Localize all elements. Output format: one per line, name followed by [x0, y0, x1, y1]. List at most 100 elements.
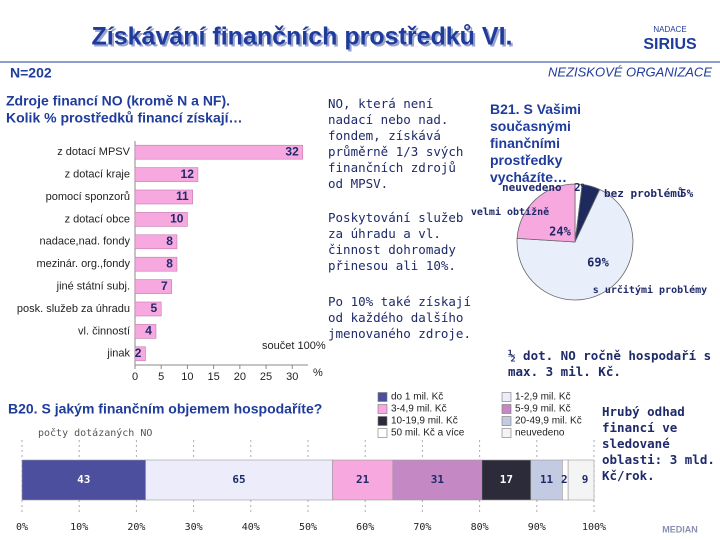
legend-swatch — [501, 428, 512, 438]
x-tick-label: 15 — [208, 371, 220, 383]
value-label: 21 — [356, 473, 370, 486]
x-tick-label: 10 — [181, 371, 193, 383]
value-label: 5 — [151, 301, 158, 315]
x-tick-label: 80% — [471, 522, 489, 533]
bar-segment — [530, 459, 563, 501]
chart-title: Zdroje financí NO (kromě N a NF). — [6, 93, 230, 109]
x-tick-label: 90% — [528, 522, 546, 533]
annotation: součet 100% — [262, 340, 326, 352]
value-label: 4 — [145, 324, 152, 338]
chart-subtitle: počty dotázaných NO — [38, 427, 152, 439]
bar — [134, 346, 146, 362]
slide-title: Získávání finančních prostředků VI. — [92, 23, 513, 51]
y-tick-label: mezinár. org.,fondy — [36, 258, 130, 270]
sample-size: N=202 — [10, 65, 52, 81]
value-label: 32 — [285, 144, 299, 158]
value-label: 7 — [161, 279, 168, 293]
y-tick-label: jinak — [106, 348, 130, 360]
value-label: 2 — [135, 346, 142, 360]
x-tick-label: 60% — [356, 522, 374, 533]
logo-top: NADACE — [653, 25, 686, 34]
legend-swatch — [377, 416, 388, 426]
x-tick-label: 50% — [299, 522, 317, 533]
pie-slice — [516, 183, 576, 243]
value-label: 12 — [181, 167, 195, 181]
chart-subtitle: Kolik % prostředků financí získají… — [6, 110, 243, 126]
bar — [134, 167, 199, 182]
title-shadow: Získávání finančních prostředků VI. — [94, 25, 515, 53]
value-label: 17 — [500, 473, 513, 486]
note: Po 10% také získají od každého dalšího j… — [328, 294, 471, 341]
legend-swatch — [377, 392, 388, 402]
legend-label: 10-19,9 mil. Kč — [391, 416, 458, 427]
legend-swatch — [377, 428, 388, 438]
bar — [134, 212, 188, 227]
bar-segment — [21, 459, 146, 501]
bar — [134, 324, 157, 339]
legend-label: 5-9,9 mil. Kč — [515, 404, 571, 415]
legend-swatch — [501, 404, 512, 414]
segment: NEZISKOVÉ ORGANIZACE — [548, 64, 712, 79]
legend-label: 50 mil. Kč a více — [391, 428, 465, 439]
note: Hrubý odhad financí ve sledované oblasti… — [602, 404, 715, 483]
bar-segment — [145, 459, 333, 501]
slice-label: velmi obtížně — [471, 206, 549, 218]
bar — [134, 144, 304, 160]
x-tick-label: 70% — [413, 522, 431, 533]
bar — [134, 279, 172, 294]
legend-label: 3-4,9 mil. Kč — [391, 404, 447, 415]
bar — [134, 256, 178, 272]
note: NO, která není nadací nebo nad. fondem, … — [328, 96, 464, 191]
x-axis-label: % — [313, 367, 323, 379]
bar-segment — [567, 459, 595, 501]
value-label: 69% — [587, 256, 609, 270]
value-label: 8 — [166, 234, 173, 248]
value-label: 65 — [232, 473, 245, 486]
slice-label: s určitými problémy — [593, 284, 707, 296]
value-label: 31 — [431, 473, 445, 486]
legend-label: 1-2,9 mil. Kč — [515, 392, 571, 403]
value-label: 5% — [680, 187, 694, 200]
value-label: 10 — [170, 212, 184, 226]
x-tick-label: 0% — [16, 522, 28, 533]
slice-label: bez problémů — [604, 187, 683, 200]
value-label: 11 — [176, 189, 189, 203]
value-label: 9 — [582, 473, 589, 486]
x-tick-label: 20% — [127, 522, 145, 533]
value-label: 2% — [574, 181, 588, 194]
bar — [134, 189, 193, 205]
chart-title: B21. S Vašimi současnými finančními prostře… — [490, 101, 581, 185]
y-tick-label: pomocí sponzorů — [46, 191, 130, 203]
x-tick-label: 40% — [242, 522, 260, 533]
x-tick-label: 20 — [234, 371, 246, 383]
bar-segment — [481, 459, 532, 501]
legend-swatch — [501, 392, 512, 402]
y-tick-label: vl. činností — [78, 325, 130, 337]
legend-label: 20-49,9 mil. Kč — [515, 416, 582, 427]
y-tick-label: z dotací obce — [65, 213, 130, 225]
y-tick-label: z dotací kraje — [65, 169, 130, 181]
x-tick-label: 0 — [132, 371, 138, 383]
x-tick-label: 30 — [286, 371, 298, 383]
x-tick-label: 100% — [582, 522, 606, 533]
logo: SIRIUS — [643, 36, 697, 53]
x-tick-label: 25 — [260, 371, 272, 383]
legend-label: do 1 mil. Kč — [391, 392, 443, 403]
bar-segment — [392, 459, 483, 501]
y-tick-label: nadace,nad. fondy — [39, 236, 130, 248]
y-tick-label: jiné státní subj. — [56, 281, 130, 293]
chart-title: B20. S jakým finančním objemem hospodaří… — [8, 401, 322, 417]
note: ½ dot. NO ročně hospodaří s max. 3 mil. … — [508, 348, 712, 379]
value-label: 11 — [540, 473, 554, 486]
value-label: 43 — [77, 473, 90, 486]
pie-slice — [516, 188, 634, 301]
value-label: 2 — [561, 473, 568, 486]
y-tick-label: z dotací MPSV — [57, 146, 130, 158]
bar — [134, 234, 178, 250]
y-tick-label: posk. služeb za úhradu — [17, 303, 130, 315]
value-label: 8 — [166, 256, 173, 270]
bar — [134, 301, 162, 317]
value-label: 24% — [549, 225, 571, 239]
